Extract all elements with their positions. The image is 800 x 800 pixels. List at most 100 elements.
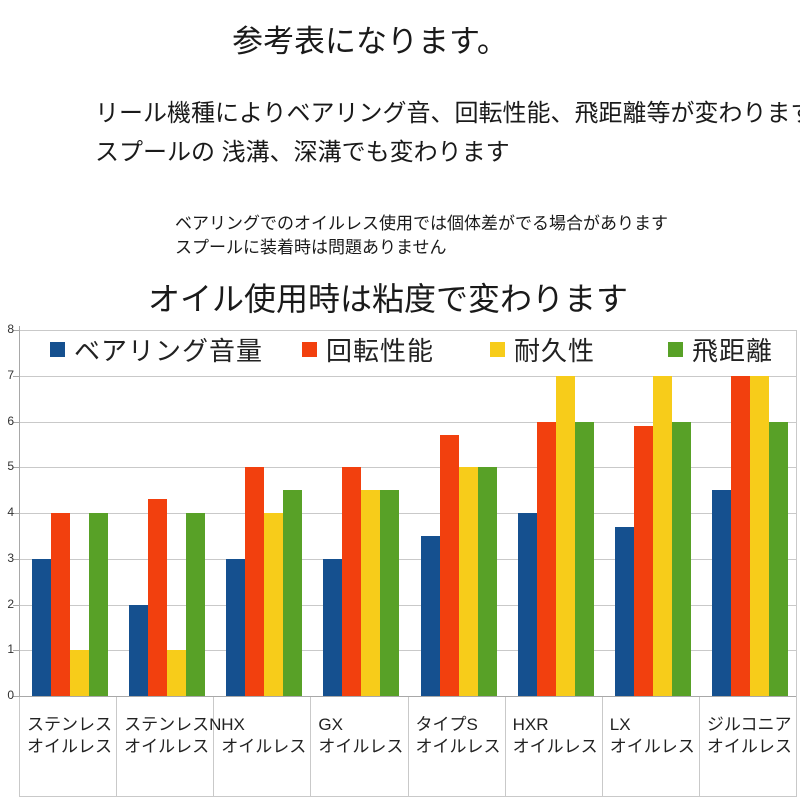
note-line-2: スプールに装着時は問題ありません bbox=[175, 238, 447, 257]
category-label: ジルコニアオイルレス bbox=[707, 714, 792, 758]
bar-回転性能-ジルコニア bbox=[730, 375, 750, 696]
y-axis-label: 8 bbox=[7, 322, 14, 336]
legend-swatch-icon bbox=[50, 341, 65, 357]
y-axis-label: 5 bbox=[7, 459, 14, 474]
bar-回転性能-ステンレスN bbox=[148, 499, 168, 696]
gridline bbox=[19, 696, 796, 697]
category-label-line1: GX bbox=[318, 715, 343, 734]
bar-耐久性-HXR bbox=[555, 375, 575, 696]
bar-回転性能-ステンレス bbox=[51, 513, 70, 696]
category-label: ステンレスオイルレス bbox=[27, 714, 112, 758]
gridline bbox=[19, 513, 796, 514]
note-paragraph: ベアリングでのオイルレス使用では個体差がでる場合があります スプールに装着時は問… bbox=[175, 212, 668, 260]
category-separator bbox=[796, 697, 797, 797]
bar-ベアリング音量-ステンレスN bbox=[129, 604, 149, 696]
chart-heading: オイル使用時は粘度で変わります bbox=[148, 281, 629, 317]
category-label: LX オイルレス bbox=[610, 714, 695, 758]
category-label-line1: LX bbox=[609, 715, 631, 734]
y-axis-tick bbox=[13, 513, 19, 514]
bar-回転性能-GX bbox=[342, 467, 362, 696]
y-axis-tick bbox=[13, 604, 19, 606]
category-label-line2: オイルレス bbox=[512, 737, 598, 756]
bar-ベアリング音量-タイプS bbox=[420, 535, 440, 696]
y-axis-label: 7 bbox=[7, 367, 14, 382]
y-axis-label: 3 bbox=[7, 550, 14, 565]
gridline bbox=[19, 330, 796, 331]
category-separator bbox=[601, 697, 603, 797]
gridline bbox=[19, 558, 796, 560]
bar-耐久性-タイプS bbox=[458, 467, 478, 696]
category-label: HX オイルレス bbox=[221, 714, 306, 758]
y-axis-label: 2 bbox=[7, 596, 14, 611]
bar-回転性能-HXR bbox=[536, 421, 556, 696]
category-label: ステンレスN オイルレス bbox=[124, 714, 221, 758]
category-label-line2: オイルレス bbox=[415, 737, 501, 756]
category-separator bbox=[213, 697, 215, 797]
category-separator bbox=[504, 697, 506, 797]
bar-ベアリング音量-GX bbox=[323, 558, 343, 696]
y-axis-tick bbox=[13, 375, 19, 377]
bar-耐久性-ステンレス bbox=[70, 650, 89, 696]
bar-耐久性-GX bbox=[361, 490, 381, 696]
bar-耐久性-ジルコニア bbox=[749, 375, 769, 696]
gridline bbox=[19, 421, 796, 423]
bar-飛距離-ステンレスN bbox=[186, 513, 206, 696]
bar-飛距離-ステンレス bbox=[89, 513, 108, 696]
legend-label: 飛距離 bbox=[692, 335, 774, 366]
category-label: GX オイルレス bbox=[318, 714, 403, 758]
legend-item-飛距離: 飛距離 bbox=[668, 334, 773, 366]
bar-耐久性-HX bbox=[264, 513, 284, 696]
category-label-line1: HX bbox=[221, 715, 245, 734]
legend-swatch-icon bbox=[668, 341, 683, 357]
bar-飛距離-ジルコニア bbox=[768, 421, 788, 696]
bar-飛距離-LX bbox=[671, 421, 691, 696]
gridline bbox=[19, 375, 796, 377]
legend-label: ベアリング音量 bbox=[74, 335, 264, 366]
legend-swatch-icon bbox=[302, 341, 317, 357]
x-band-bottom-line bbox=[19, 796, 797, 797]
plot-right-border bbox=[796, 330, 797, 797]
category-label: HXR オイルレス bbox=[513, 714, 598, 758]
bar-耐久性-ステンレスN bbox=[167, 650, 187, 696]
note-line-1: ベアリングでのオイルレス使用では個体差がでる場合があります bbox=[175, 214, 668, 233]
intro-paragraph: リール機種によりベアリング音、回転性能、飛距離等が変わります。 スプールの 浅溝… bbox=[95, 94, 800, 172]
y-axis-label: 1 bbox=[7, 642, 14, 657]
category-label-line2: オイルレス bbox=[609, 737, 695, 756]
category-label-line1: ジルコニア bbox=[706, 715, 792, 734]
y-axis-tick bbox=[13, 696, 19, 697]
y-axis-tick bbox=[13, 421, 19, 423]
category-separator bbox=[698, 697, 700, 797]
bar-回転性能-タイプS bbox=[439, 435, 459, 696]
category-label-line2: オイルレス bbox=[27, 737, 112, 756]
bar-ベアリング音量-ステンレス bbox=[32, 558, 51, 696]
category-separator bbox=[19, 697, 20, 797]
category-label-line2: オイルレス bbox=[124, 737, 210, 756]
intro-line-2: スプールの 浅溝、深溝でも変わります bbox=[95, 139, 510, 166]
category-label: タイプS オイルレス bbox=[416, 714, 501, 758]
bar-飛距離-HX bbox=[283, 490, 303, 696]
category-label-line1: タイプS bbox=[415, 715, 478, 734]
category-label-line2: オイルレス bbox=[706, 737, 792, 756]
page-title: 参考表になります。 bbox=[232, 24, 508, 59]
y-axis-tick bbox=[13, 558, 19, 560]
bar-ベアリング音量-LX bbox=[614, 526, 634, 696]
gridline bbox=[19, 467, 796, 469]
y-axis-label: 6 bbox=[7, 413, 14, 428]
category-label-line1: HXR bbox=[512, 715, 549, 734]
category-separator bbox=[407, 697, 409, 797]
category-label-line2: オイルレス bbox=[221, 737, 307, 756]
bar-耐久性-LX bbox=[652, 375, 672, 696]
bar-回転性能-LX bbox=[633, 426, 653, 696]
y-axis-label: 0 bbox=[7, 688, 14, 702]
legend-item-耐久性: 耐久性 bbox=[490, 334, 595, 366]
category-label-line1: ステンレス bbox=[27, 715, 112, 734]
category-separator bbox=[310, 697, 312, 797]
gridline bbox=[19, 650, 796, 652]
gridline bbox=[19, 604, 796, 606]
bar-回転性能-HX bbox=[245, 467, 265, 696]
legend-item-ベアリング音量: ベアリング音量 bbox=[50, 334, 263, 366]
category-separator bbox=[116, 697, 118, 797]
bar-飛距離-GX bbox=[380, 490, 400, 696]
bar-ベアリング音量-HX bbox=[226, 558, 246, 696]
